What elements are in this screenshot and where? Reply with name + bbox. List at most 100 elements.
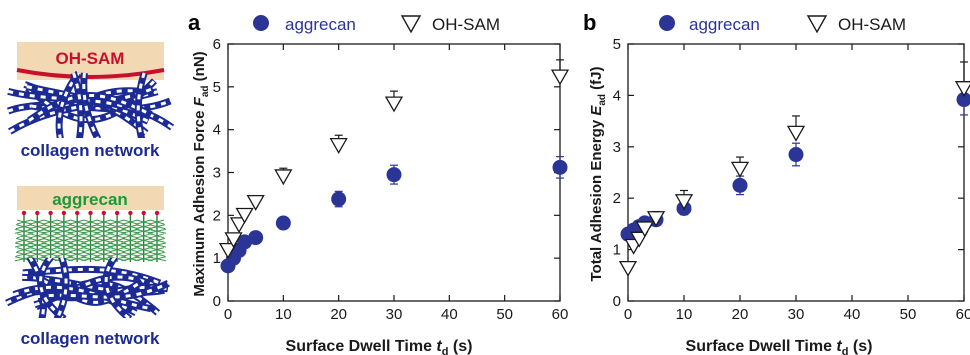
aggrecan-side-chain <box>136 233 151 239</box>
data-point-ohsam <box>384 96 404 113</box>
x-tick-label: 50 <box>900 306 917 323</box>
collagen-network-label-bottom: collagen network <box>21 329 160 348</box>
legend-label-aggrecan: aggrecan <box>285 15 356 34</box>
aggrecan-side-chain <box>108 251 126 257</box>
aggrecan-side-chain <box>96 233 111 239</box>
aggrecan-side-chain <box>30 233 45 239</box>
legend-marker-aggrecan <box>253 15 269 31</box>
aggrecan-side-chain <box>147 242 167 248</box>
aggrecan-side-chain <box>149 247 165 253</box>
aggrecan-side-chain <box>135 237 152 243</box>
x-tick-label: 20 <box>732 306 749 323</box>
aggrecan-label: aggrecan <box>52 190 128 209</box>
legend-marker-ohsam <box>400 15 422 34</box>
aggrecan-side-chain <box>147 256 167 262</box>
aggrecan-anchor <box>21 210 27 216</box>
legend-b: aggrecan OH-SAM <box>659 15 906 34</box>
y-tick-label: 4 <box>213 122 221 139</box>
aggrecan-side-chain <box>108 237 126 243</box>
aggrecan-side-chain <box>56 219 72 225</box>
data-point-aggrecan <box>275 215 291 231</box>
aggrecan-side-chain <box>16 233 32 239</box>
y-tick-label: 3 <box>613 139 621 156</box>
aggrecan-side-chain <box>15 224 33 230</box>
legend-label-aggrecan: aggrecan <box>689 15 760 34</box>
aggrecan-side-chain <box>136 247 151 253</box>
aggrecan-side-chain <box>148 237 166 243</box>
aggrecan-side-chain <box>82 237 99 243</box>
aggrecan-side-chain <box>30 219 45 225</box>
aggrecan-brush-layer <box>14 210 167 262</box>
aggrecan-side-chain <box>95 251 112 257</box>
aggrecan-side-chain <box>109 247 125 253</box>
data-point-aggrecan <box>732 177 748 193</box>
data-point-ohsam <box>954 81 970 98</box>
collagen-fibril-band <box>39 258 66 318</box>
aggrecan-side-chain <box>148 251 166 257</box>
data-point-ohsam <box>229 217 249 234</box>
ohsam-label: OH-SAM <box>56 49 125 68</box>
collagen-fibril <box>7 87 175 131</box>
aggrecan-side-chain <box>69 251 86 257</box>
data-point-ohsam <box>274 169 293 186</box>
collagen-network-bottom <box>5 258 170 318</box>
x-tick-label: 0 <box>624 306 632 323</box>
aggrecan-anchor <box>35 210 40 216</box>
aggrecan-side-chain <box>123 219 138 225</box>
collagen-fibril-band <box>104 258 131 318</box>
aggrecan-side-chain <box>30 247 45 253</box>
aggrecan-side-chain <box>70 247 85 253</box>
aggrecan-side-chain <box>55 224 73 230</box>
aggrecan-side-chain <box>43 233 58 239</box>
aggrecan-side-chain <box>148 224 166 230</box>
x-tick-label: 60 <box>552 306 569 323</box>
data-point-ohsam <box>218 242 238 259</box>
data-point-ohsam <box>246 194 265 211</box>
data-point-ohsam <box>630 231 649 248</box>
aggrecan-side-chain <box>15 237 33 243</box>
collagen-fibril-band <box>57 72 80 138</box>
x-tick-label: 10 <box>676 306 693 323</box>
aggrecan-side-chain <box>135 224 152 230</box>
y-tick-label: 5 <box>213 79 221 96</box>
y-tick-label: 0 <box>613 293 621 310</box>
aggrecan-side-chain <box>42 251 59 257</box>
aggrecan-side-chain <box>16 219 32 225</box>
panel-b: b aggrecan OH-SAM 0 10 20 30 40 50 60 0 1 2 3 4 5 Su… <box>583 10 970 355</box>
data-point-ohsam <box>224 232 243 249</box>
aggrecan-side-chain <box>83 233 98 239</box>
collagen-fibril-band <box>26 85 149 123</box>
aggrecan-surface <box>17 186 164 210</box>
collagen-network-top <box>7 70 175 138</box>
y-tick-label: 4 <box>613 87 621 104</box>
y-tick-label: 6 <box>213 36 221 53</box>
aggrecan-anchor <box>101 210 107 216</box>
data-point-ohsam <box>618 260 638 277</box>
aggrecan-side-chain <box>43 247 58 253</box>
collagen-fibril-band <box>13 285 152 311</box>
data-point-ohsam <box>786 125 806 142</box>
y-axis-title-a: Maximum Adhesion Force Fad (nN) <box>191 51 211 296</box>
aggrecan-side-chain <box>122 237 139 243</box>
aggrecan-anchor <box>48 210 53 216</box>
aggrecan-side-chain <box>96 219 111 225</box>
aggrecan-side-chain <box>15 251 33 257</box>
aggrecan-side-chain <box>70 233 85 239</box>
aggrecan-anchor <box>61 210 67 216</box>
x-tick-label: 10 <box>275 306 292 323</box>
aggrecan-side-chain <box>55 251 73 257</box>
data-point-ohsam <box>329 138 348 154</box>
y-tick-label: 2 <box>613 190 621 207</box>
schematic-top: OH-SAM collagen network <box>7 42 175 160</box>
aggrecan-side-chain <box>55 237 73 243</box>
x-tick-label: 60 <box>956 306 970 323</box>
schematic-bottom: aggrecan collagen network <box>5 186 170 348</box>
aggrecan-side-chain <box>56 233 72 239</box>
aggrecan-side-chain <box>135 251 152 257</box>
aggrecan-side-chain <box>70 219 85 225</box>
x-axis-title-b: Surface Dwell Time td (s) <box>686 338 873 355</box>
y-tick-label: 2 <box>213 207 221 224</box>
x-tick-label: 40 <box>844 306 861 323</box>
collagen-fibril-band <box>55 258 68 318</box>
